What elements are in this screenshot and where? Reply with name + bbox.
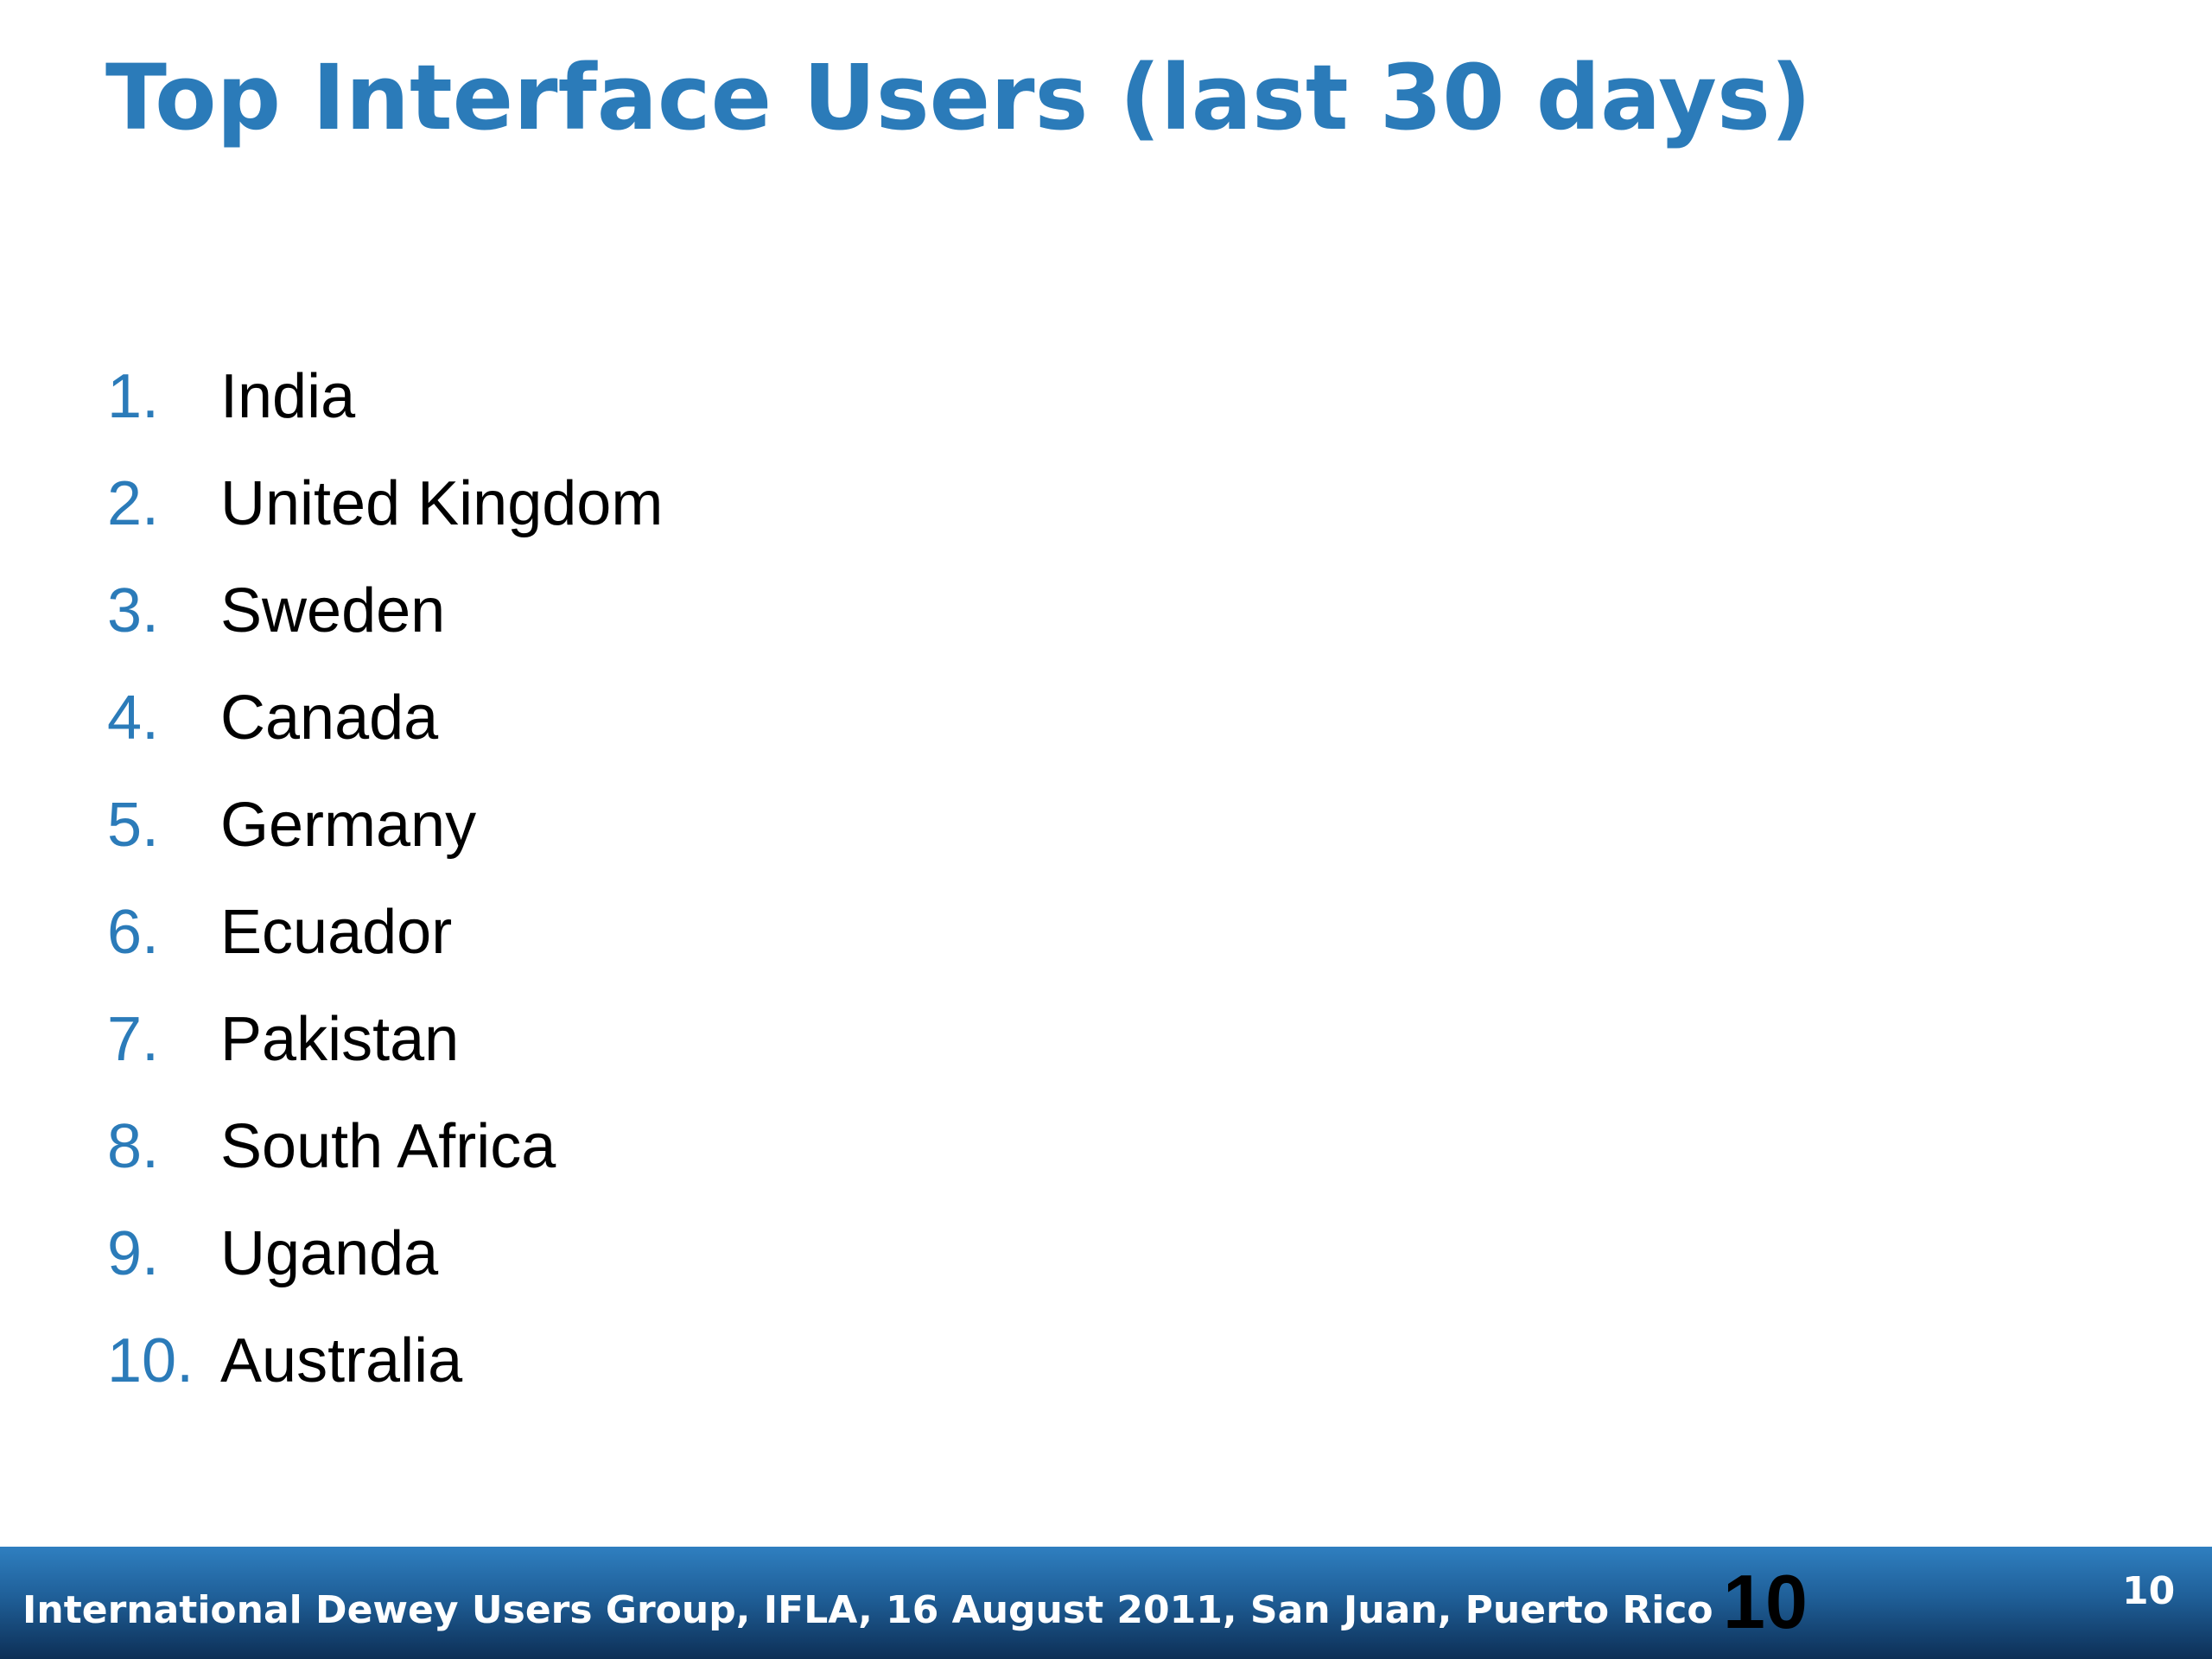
list-item: 6. Ecuador — [107, 879, 663, 986]
slide-title: Top Interface Users (last 30 days) — [105, 45, 1812, 150]
list-item-number: 7. — [107, 1005, 160, 1074]
list-item-label: Ecuador — [220, 898, 453, 967]
list-item-number: 9. — [107, 1219, 160, 1288]
list-item: 8. South Africa — [107, 1093, 663, 1200]
list-item: 2. United Kingdom — [107, 450, 663, 557]
list-item-number: 6. — [107, 898, 160, 967]
list-item-label: United Kingdom — [220, 469, 664, 538]
list-item: 7. Pakistan — [107, 986, 663, 1093]
footer-page-number-small: 10 — [2122, 1569, 2176, 1613]
list-item-number: 1. — [107, 362, 160, 431]
list-item-number: 2. — [107, 469, 160, 538]
list-item-label: South Africa — [220, 1112, 556, 1181]
list-item-label: Germany — [220, 791, 477, 860]
list-item-number: 10. — [107, 1326, 194, 1395]
list-item: 10. Australia — [107, 1307, 663, 1414]
footer-page-number-large: 10 — [1723, 1559, 1808, 1644]
list-item-number: 8. — [107, 1112, 160, 1181]
footer-text: International Dewey Users Group, IFLA, 1… — [22, 1588, 1713, 1632]
list-item-label: Uganda — [220, 1219, 439, 1288]
list-item-label: Australia — [220, 1326, 463, 1395]
list-item: 4. Canada — [107, 664, 663, 772]
list-item-number: 3. — [107, 576, 160, 645]
ranked-country-list: 1. India 2. United Kingdom 3. Sweden 4. Cana… — [107, 343, 663, 1414]
list-item-label: Canada — [220, 683, 439, 753]
list-item-label: India — [220, 362, 356, 431]
list-item: 5. Germany — [107, 772, 663, 879]
list-item: 3. Sweden — [107, 557, 663, 664]
list-item-number: 4. — [107, 683, 160, 753]
list-item-label: Sweden — [220, 576, 446, 645]
list-item: 9. Uganda — [107, 1200, 663, 1307]
list-item: 1. India — [107, 343, 663, 450]
footer-bar: International Dewey Users Group, IFLA, 1… — [0, 1547, 2212, 1659]
list-item-number: 5. — [107, 791, 160, 860]
list-item-label: Pakistan — [220, 1005, 460, 1074]
